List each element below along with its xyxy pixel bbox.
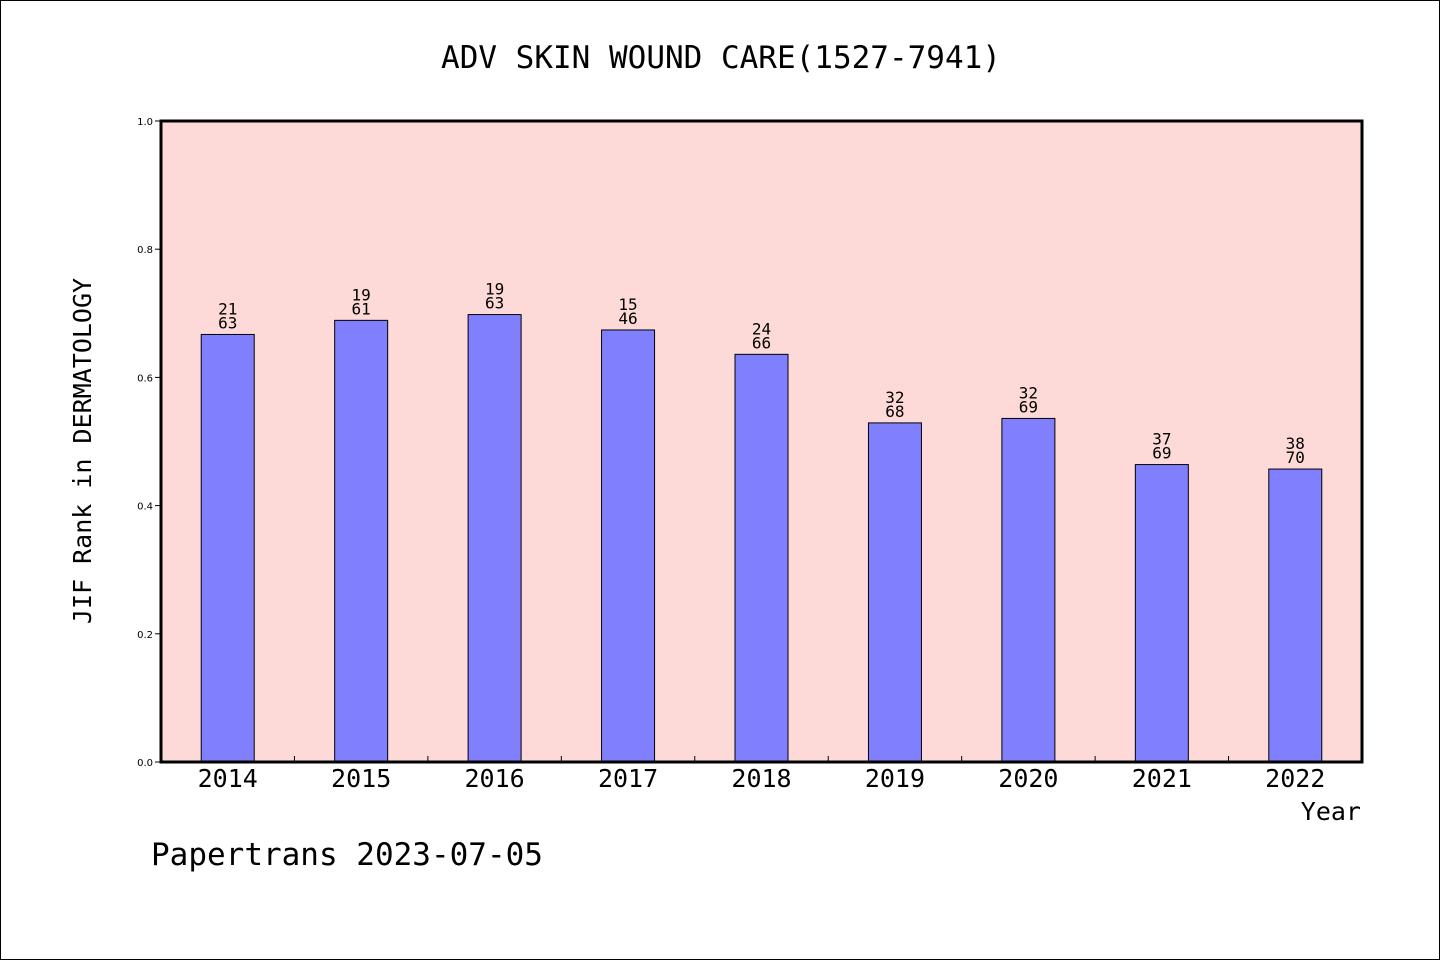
y-tick-label: 0.4 [137, 502, 153, 513]
x-tick-label: 2021 [1132, 764, 1192, 793]
y-axis: 0.0 0.2 0.4 0.6 0.8 1.0 [137, 117, 161, 769]
bar-rank-label: 19 [352, 285, 371, 304]
bar-rank-label: 37 [1152, 430, 1171, 449]
bar-total-label: 69 [1152, 444, 1171, 463]
bar [200, 333, 255, 763]
x-tick-label: 2014 [198, 764, 258, 793]
y-tick-label: 0.2 [137, 630, 153, 641]
x-tick-label: 2018 [731, 764, 791, 793]
y-tick-label: 0.8 [137, 245, 153, 256]
bar [1001, 417, 1056, 763]
x-tick-label: 2017 [598, 764, 658, 793]
chart-title: ADV SKIN WOUND CARE(1527-7941) [441, 40, 1001, 76]
bar-rank-label: 19 [485, 280, 504, 299]
bar-total-label: 66 [752, 333, 771, 352]
bar [601, 329, 656, 763]
x-tick-label: 2015 [331, 764, 391, 793]
bar [734, 353, 789, 763]
bar-rank-label: 21 [218, 299, 237, 318]
bar-total-label: 69 [1019, 397, 1038, 416]
bar-rank-label: 32 [885, 388, 904, 407]
x-axis: 2014 2015 2016 2017 2018 2019 2020 2021 2022 [198, 756, 1325, 793]
bar [1134, 464, 1189, 763]
bar-total-label: 63 [218, 313, 237, 332]
bar [1268, 468, 1323, 763]
y-axis-title: JIF Rank in DERMATOLOGY [68, 278, 97, 624]
x-axis-title: Year [1301, 797, 1361, 826]
bar-total-label: 46 [618, 309, 637, 328]
bar-total-label: 61 [352, 299, 371, 318]
bar-total-label: 70 [1286, 448, 1305, 467]
x-tick-label: 2019 [865, 764, 925, 793]
bars-group [200, 314, 1323, 763]
bar-rank-label: 38 [1286, 434, 1305, 453]
footer-credit: Papertrans 2023-07-05 [151, 837, 543, 873]
x-tick-label: 2016 [465, 764, 525, 793]
y-tick-label: 1.0 [137, 117, 153, 128]
bar [334, 319, 389, 763]
y-tick-label: 0.0 [137, 758, 153, 769]
bar-total-label: 63 [485, 294, 504, 313]
y-tick-label: 0.6 [137, 373, 153, 384]
bar [867, 422, 922, 763]
bar-rank-label: 32 [1019, 383, 1038, 402]
x-tick-label: 2022 [1265, 764, 1325, 793]
bar-total-label: 68 [885, 402, 904, 421]
bar [467, 314, 522, 763]
bar-rank-label: 24 [752, 319, 771, 338]
x-tick-label: 2020 [998, 764, 1058, 793]
plot-frame [159, 119, 1364, 764]
bar-rank-label: 15 [618, 295, 637, 314]
